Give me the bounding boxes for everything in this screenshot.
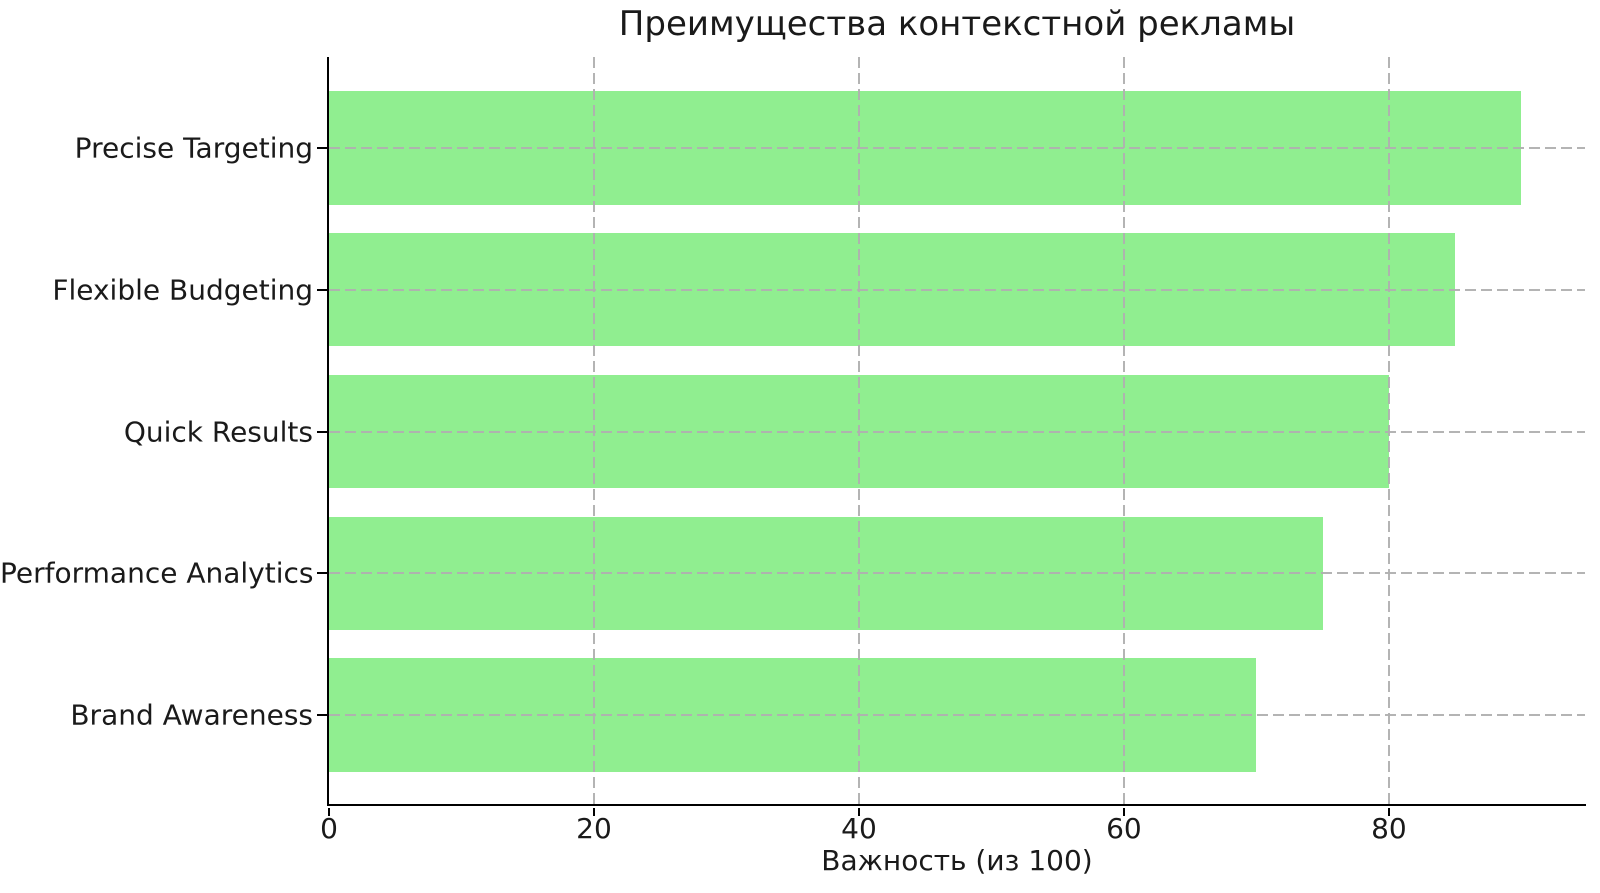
x-tick-80 — [1387, 808, 1390, 816]
x-tick-label-0: 0 — [320, 812, 338, 845]
y-tick-precise-targeting — [317, 146, 327, 149]
y-tick-performance-analytics — [317, 572, 327, 575]
y-tick-flexible-budgeting — [317, 288, 327, 291]
gridline-x-40 — [857, 57, 860, 806]
gridline-x-80 — [1387, 57, 1390, 806]
x-tick-label-80: 80 — [1371, 812, 1407, 845]
gridline-y-flexible-budgeting — [329, 288, 1585, 291]
x-tick-0 — [328, 808, 330, 816]
y-tick-label-quick-results: Quick Results — [123, 415, 313, 448]
x-tick-label-20: 20 — [576, 812, 612, 845]
y-tick-label-brand-awareness: Brand Awareness — [70, 698, 313, 732]
y-tick-brand-awareness — [317, 714, 327, 717]
gridline-x-60 — [1122, 57, 1125, 806]
x-axis-label: Важность (из 100) — [821, 844, 1093, 877]
gridline-y-quick-results — [329, 430, 1585, 433]
x-tick-20 — [592, 808, 595, 816]
y-tick-quick-results — [317, 430, 327, 433]
x-tick-label-40: 40 — [841, 812, 877, 845]
gridline-y-precise-targeting — [329, 146, 1585, 149]
gridline-y-performance-analytics — [329, 572, 1585, 575]
gridline-x-20 — [592, 57, 595, 806]
x-tick-40 — [857, 808, 860, 816]
plot-area — [327, 57, 1586, 806]
y-tick-label-precise-targeting: Precise Targeting — [74, 131, 313, 165]
y-tick-label-flexible-budgeting: Flexible Budgeting — [52, 273, 313, 307]
y-tick-label-performance-analytics: Performance Analytics — [0, 556, 314, 590]
x-tick-label-60: 60 — [1106, 812, 1142, 845]
chart-title: Преимущества контекстной рекламы — [618, 4, 1296, 44]
x-tick-60 — [1122, 808, 1125, 816]
gridline-y-brand-awareness — [329, 714, 1585, 717]
